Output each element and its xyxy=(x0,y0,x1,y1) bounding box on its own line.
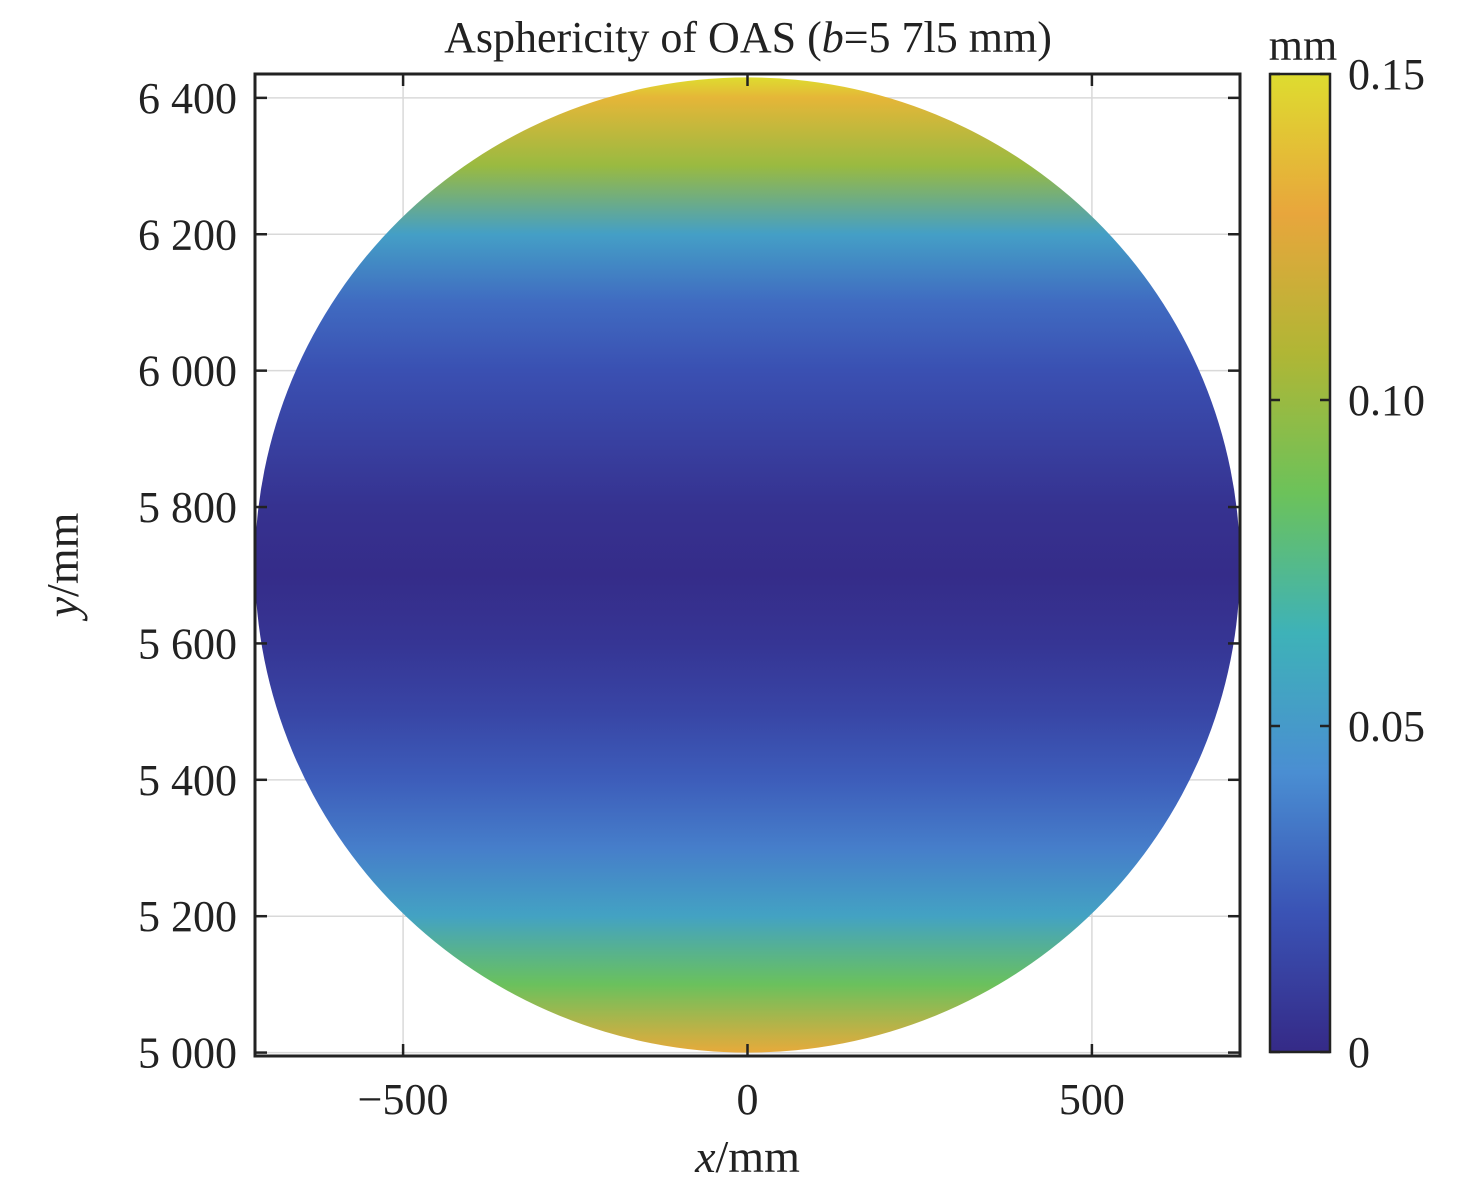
title-suffix: =5 7l5 mm) xyxy=(844,13,1052,62)
y-tick-label: 5 400 xyxy=(138,756,237,805)
x-axis-label-unit: /mm xyxy=(716,1131,801,1182)
y-axis-label-unit: /mm xyxy=(37,512,88,597)
y-tick-label: 6 200 xyxy=(138,210,237,259)
colorbar-tick-label: 0.10 xyxy=(1348,376,1425,425)
title-prefix: Asphericity of OAS ( xyxy=(444,13,822,62)
y-tick-label: 5 800 xyxy=(138,483,237,532)
y-axis-label: y/mm xyxy=(37,512,88,621)
plot-frame xyxy=(253,72,1242,1058)
chart-title: Asphericity of OAS (b=5 7l5 mm) xyxy=(444,13,1052,62)
aperture-surface xyxy=(255,77,1240,1053)
colorbar xyxy=(1268,72,1332,1054)
colorbar-tick-label: 0 xyxy=(1348,1028,1370,1077)
x-axis-label-var: x xyxy=(694,1131,716,1182)
y-tick-label: 5 200 xyxy=(138,892,237,941)
x-tick-label: 500 xyxy=(1059,1075,1125,1124)
y-tick-label: 6 400 xyxy=(138,74,237,123)
x-tick-label: 0 xyxy=(737,1075,759,1124)
x-tick-label: −500 xyxy=(358,1075,449,1124)
axis-ticks: −500 0 500 5 000 5 200 5 400 5 600 5 800 6 000 6 … xyxy=(138,74,1240,1124)
y-tick-label: 5 600 xyxy=(138,619,237,668)
colorbar-tick-label: 0.15 xyxy=(1348,50,1425,99)
surface-layer xyxy=(255,77,1240,1053)
y-tick-label: 6 000 xyxy=(138,347,237,396)
y-tick-label: 5 000 xyxy=(138,1029,237,1078)
title-italic-b: b xyxy=(822,13,844,62)
x-axis-label: x/mm xyxy=(694,1131,800,1182)
colorbar-unit-label: mm xyxy=(1269,21,1337,70)
y-axis-label-var: y xyxy=(37,596,88,621)
colorbar-tick-label: 0.05 xyxy=(1348,702,1425,751)
colorbar-ticks: 0 0.05 0.10 0.15 xyxy=(1270,50,1425,1077)
